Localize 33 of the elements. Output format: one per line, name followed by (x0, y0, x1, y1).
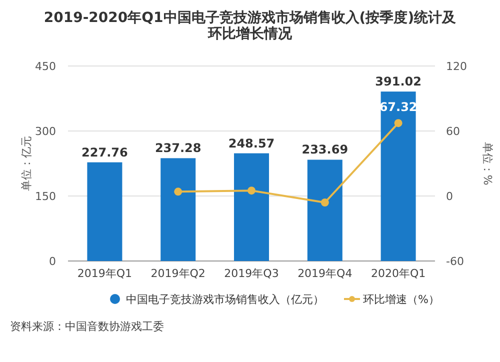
y2-tick-label: 60 (446, 125, 460, 138)
x-tick-label: 2019年Q4 (298, 267, 352, 280)
x-tick-label: 2019年Q1 (77, 267, 132, 280)
legend-label: 中国电子竞技游戏市场销售收入（亿元） (126, 293, 324, 306)
y-axis-title: 单位：亿元 (20, 136, 33, 191)
bar (160, 158, 196, 261)
y2-axis-title: 单位：% (481, 142, 494, 186)
y-tick-label: 0 (49, 255, 56, 268)
data-label: 391.02 (375, 74, 422, 89)
legend-label: 环比增速（%） (363, 293, 440, 306)
data-label: 233.69 (302, 142, 348, 157)
y-tick-label: 450 (35, 60, 56, 73)
point (174, 188, 182, 196)
x-tick-label: 2020年Q1 (370, 267, 426, 280)
point (248, 186, 256, 195)
point (320, 198, 329, 206)
chart-title: 2019-2020年Q1中国电子竞技游戏市场销售收入(按季度)统计及环比增长情况 (44, 9, 458, 42)
x-tick-label: 2019年Q2 (150, 267, 206, 280)
bar (307, 160, 342, 261)
bar (87, 162, 122, 261)
bar (380, 92, 416, 261)
bar (234, 153, 269, 261)
point (394, 119, 402, 128)
data-label: 248.57 (228, 136, 275, 150)
data-label: 227.76 (82, 145, 128, 160)
y2-tick-label: 120 (446, 60, 467, 73)
y2-tick-label: 0 (446, 190, 453, 203)
y-tick-label: 150 (35, 190, 56, 203)
text: 资料来源：中国音数协游戏工委 (10, 320, 164, 333)
y2-tick-label: -60 (446, 255, 464, 268)
y-tick-label: 300 (35, 125, 56, 138)
data-label: 237.28 (154, 141, 202, 156)
x-tick-label: 2019年Q3 (224, 267, 279, 280)
